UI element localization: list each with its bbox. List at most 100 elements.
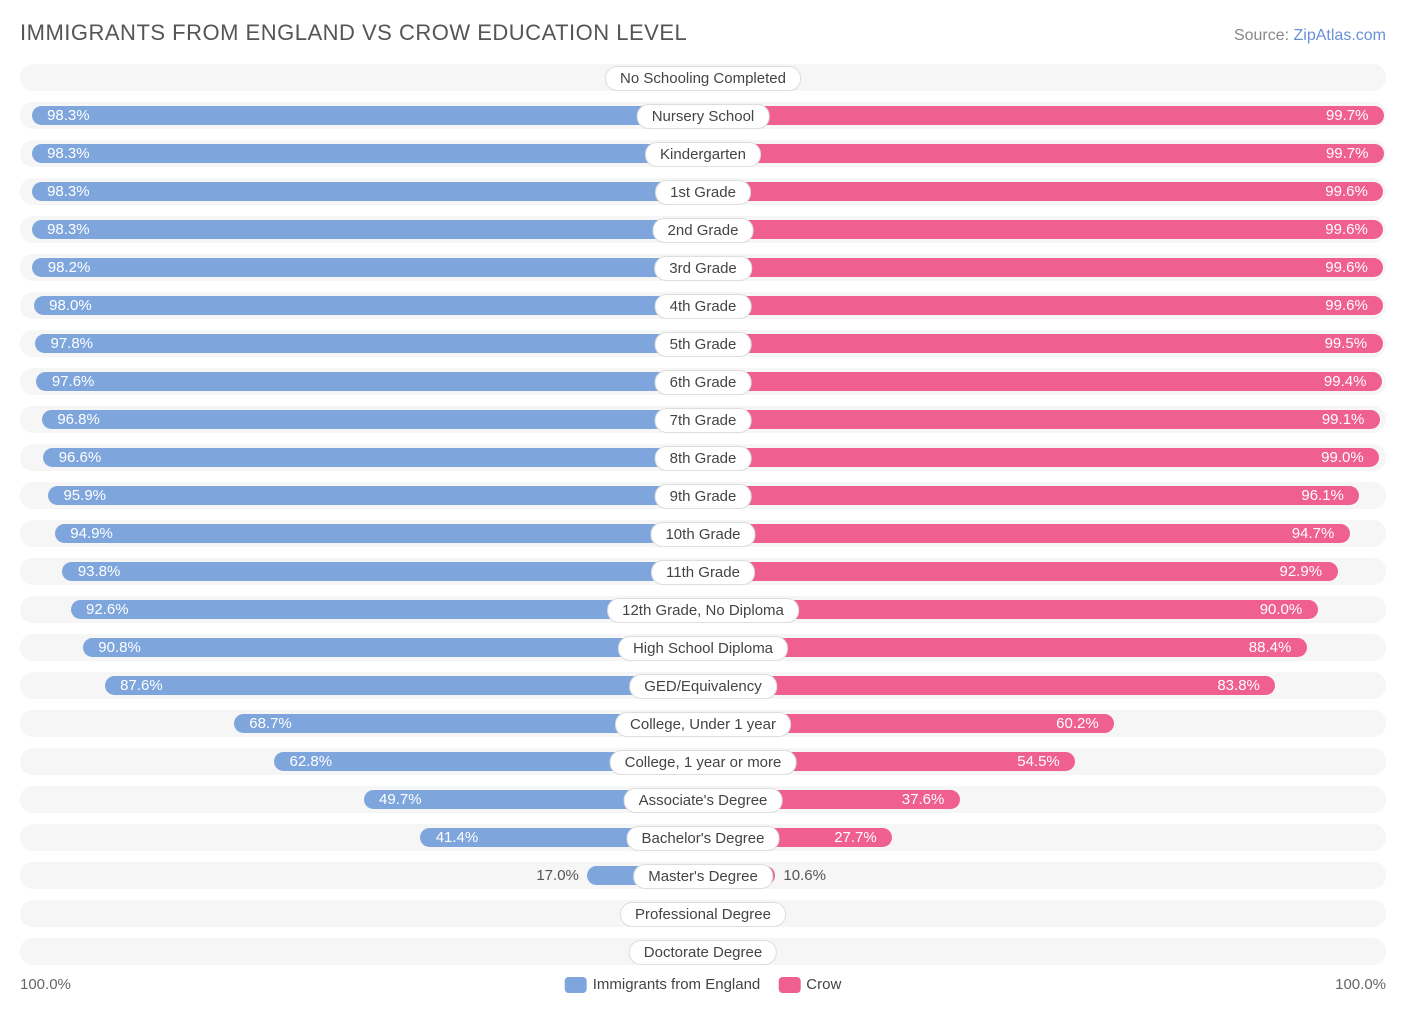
category-label: Kindergarten — [645, 142, 761, 167]
bar-left — [43, 448, 703, 467]
category-label: 11th Grade — [651, 560, 755, 585]
bar-row: 98.3% 99.6% 1st Grade — [20, 178, 1386, 205]
category-label: College, 1 year or more — [610, 750, 797, 775]
legend-item-left: Immigrants from England — [565, 976, 761, 993]
bar-left — [36, 372, 703, 391]
category-label: 1st Grade — [655, 180, 751, 205]
bar-value-left: 98.3% — [47, 216, 90, 243]
bar-value-right: 60.2% — [1056, 710, 1099, 737]
category-label: 4th Grade — [655, 294, 752, 319]
bar-right — [703, 220, 1383, 239]
category-label: 7th Grade — [655, 408, 752, 433]
bar-right — [703, 334, 1383, 353]
bar-right — [703, 296, 1383, 315]
bar-right — [703, 144, 1384, 163]
bar-value-right: 96.1% — [1301, 482, 1344, 509]
bar-value-left: 98.3% — [47, 102, 90, 129]
bar-row: 98.3% 99.6% 2nd Grade — [20, 216, 1386, 243]
bar-right — [703, 410, 1380, 429]
bar-value-left: 87.6% — [120, 672, 163, 699]
diverging-bar-chart: 1.7%1.6%No Schooling Completed 98.3% 99.7%… — [20, 64, 1386, 965]
bar-value-right: 54.5% — [1017, 748, 1060, 775]
bar-value-left: 98.0% — [49, 292, 92, 319]
bar-value-right: 99.6% — [1325, 178, 1368, 205]
bar-row: 98.2%99.6%3rd Grade — [20, 254, 1386, 281]
bar-value-left: 98.3% — [47, 178, 90, 205]
legend-item-right: Crow — [778, 976, 841, 993]
bar-row: 93.8% 92.9% 11th Grade — [20, 558, 1386, 585]
bar-value-right: 99.6% — [1325, 292, 1368, 319]
bar-value-left: 96.8% — [57, 406, 100, 433]
bar-left — [32, 106, 703, 125]
bar-row: 97.6%99.4%6th Grade — [20, 368, 1386, 395]
bar-row: 94.9%94.7%10th Grade — [20, 520, 1386, 547]
bar-left — [32, 144, 703, 163]
bar-right — [703, 372, 1382, 391]
bar-value-left: 93.8% — [78, 558, 121, 585]
axis-right-label: 100.0% — [1335, 976, 1386, 993]
category-label: Master's Degree — [633, 864, 773, 889]
bar-row: 95.9%96.1%9th Grade — [20, 482, 1386, 509]
bar-left — [34, 296, 703, 315]
category-label: 5th Grade — [655, 332, 752, 357]
bar-left — [48, 486, 703, 505]
bar-value-right: 90.0% — [1260, 596, 1303, 623]
bar-value-left: 98.3% — [47, 140, 90, 167]
bar-left — [42, 410, 703, 429]
chart-legend: Immigrants from England Crow — [565, 976, 842, 993]
bar-row: 41.4% 27.7% Bachelor's Degree — [20, 824, 1386, 851]
bar-row: 92.6% 90.0% 12th Grade, No Diploma — [20, 596, 1386, 623]
bar-value-right: 99.1% — [1322, 406, 1365, 433]
category-label: 9th Grade — [655, 484, 752, 509]
bar-right — [703, 448, 1379, 467]
legend-swatch-right — [778, 977, 800, 993]
axis-left-label: 100.0% — [20, 976, 71, 993]
bar-value-right: 99.7% — [1326, 102, 1369, 129]
bar-value-left: 49.7% — [379, 786, 422, 813]
bar-value-right: 88.4% — [1249, 634, 1292, 661]
bar-left — [35, 334, 703, 353]
bar-left — [105, 676, 703, 695]
bar-value-left: 90.8% — [98, 634, 141, 661]
bar-left — [62, 562, 703, 581]
category-label: Bachelor's Degree — [627, 826, 780, 851]
category-label: 6th Grade — [655, 370, 752, 395]
bar-row: 98.0% 99.6% 4th Grade — [20, 292, 1386, 319]
bar-value-right: 99.6% — [1325, 216, 1368, 243]
bar-value-left: 92.6% — [86, 596, 129, 623]
bar-value-left: 17.0% — [536, 862, 579, 889]
category-label: 12th Grade, No Diploma — [607, 598, 799, 623]
category-label: Professional Degree — [620, 902, 786, 927]
bar-value-left: 97.8% — [50, 330, 93, 357]
bar-value-right: 99.5% — [1325, 330, 1368, 357]
chart-title: IMMIGRANTS FROM ENGLAND VS CROW EDUCATIO… — [20, 20, 687, 46]
bar-value-left: 96.6% — [59, 444, 102, 471]
bar-value-left: 68.7% — [249, 710, 292, 737]
bar-row: 98.3% 99.7% Kindergarten — [20, 140, 1386, 167]
source-link[interactable]: ZipAtlas.com — [1294, 27, 1386, 44]
category-label: GED/Equivalency — [629, 674, 777, 699]
bar-row: 49.7%37.6%Associate's Degree — [20, 786, 1386, 813]
bar-value-right: 99.7% — [1326, 140, 1369, 167]
bar-value-right: 83.8% — [1217, 672, 1260, 699]
bar-left — [83, 638, 703, 657]
bar-row: 2.2%1.5%Doctorate Degree — [20, 938, 1386, 965]
category-label: 10th Grade — [650, 522, 755, 547]
bar-value-right: 92.9% — [1280, 558, 1323, 585]
bar-right — [703, 562, 1338, 581]
bar-value-left: 62.8% — [290, 748, 333, 775]
bar-row: 96.6%99.0%8th Grade — [20, 444, 1386, 471]
bar-row: 17.0%10.6%Master's Degree — [20, 862, 1386, 889]
chart-source: Source: ZipAtlas.com — [1234, 27, 1386, 45]
bar-value-left: 94.9% — [70, 520, 113, 547]
bar-row: 1.7%1.6%No Schooling Completed — [20, 64, 1386, 91]
bar-row: 62.8% 54.5% College, 1 year or more — [20, 748, 1386, 775]
bar-right — [703, 676, 1275, 695]
chart-header: IMMIGRANTS FROM ENGLAND VS CROW EDUCATIO… — [20, 20, 1386, 46]
bar-value-right: 27.7% — [834, 824, 877, 851]
bar-value-left: 41.4% — [436, 824, 479, 851]
bar-value-right: 99.0% — [1321, 444, 1364, 471]
category-label: 2nd Grade — [653, 218, 754, 243]
bar-right — [703, 106, 1384, 125]
bar-left — [32, 220, 703, 239]
